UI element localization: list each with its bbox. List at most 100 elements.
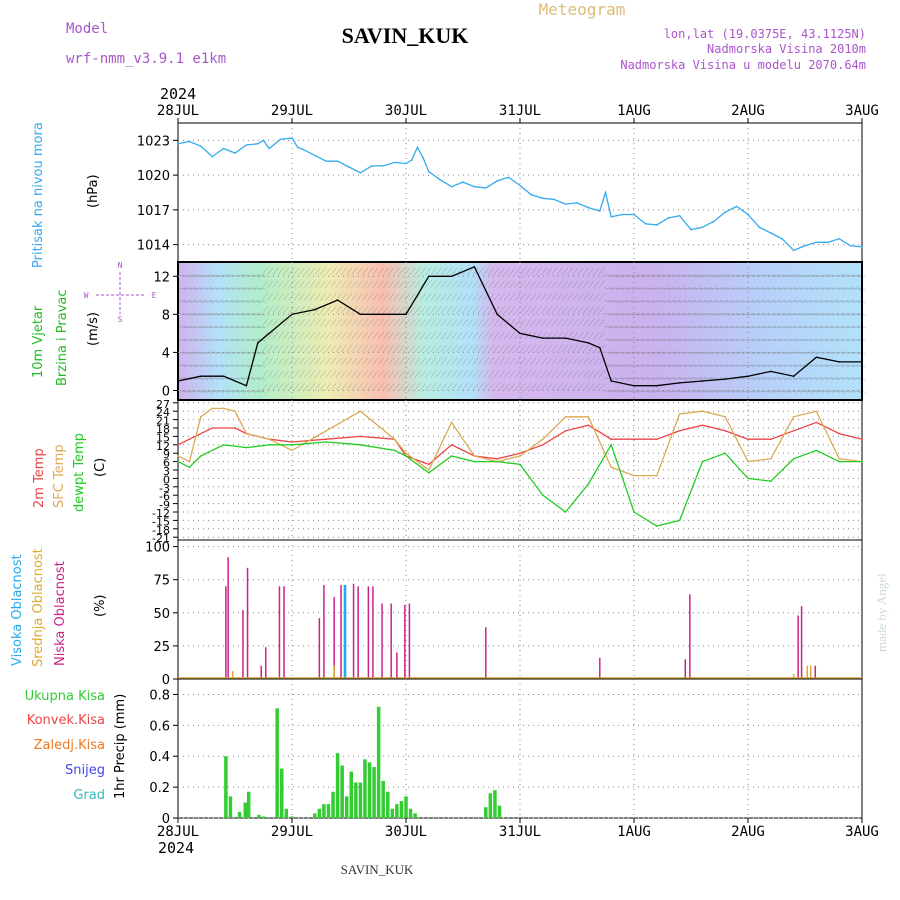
wind-barb [467,267,474,276]
wind-barb [761,325,771,329]
wind-barb [672,325,682,329]
wind-barb [640,390,650,393]
cloud-mid-title: Srednja Oblacnost [31,548,46,667]
wind-barb [630,364,640,367]
wind-barb [304,293,311,301]
wind-barb [235,325,245,329]
wind-barb [372,331,379,340]
wind-barb [393,306,400,314]
wind-barb [730,287,740,290]
wind-barb [367,319,374,327]
wind-barb [446,267,453,276]
wind-barb [840,313,850,316]
wind-barb [719,274,729,277]
data-point [724,452,726,455]
wind-barb [582,319,589,327]
data-point [770,232,772,234]
wind-barb [283,293,290,301]
data-point [610,216,612,218]
wind-barb [677,325,687,329]
station-title: SAVIN_KUK [342,23,469,48]
wind-barb [393,293,400,301]
wind-barb [293,357,300,365]
wind-barb [461,383,468,391]
data-point [804,244,806,247]
wind-barb [446,331,453,340]
wind-barb [414,331,421,340]
wind-barb [530,383,537,391]
wind-barb [398,267,405,276]
wind-barb [235,300,245,303]
data-point [245,144,248,146]
wind-barb [335,306,342,314]
wind-barb [719,351,729,354]
wind-barb [514,344,521,353]
wind-barb [251,377,261,380]
wind-barb [556,306,563,314]
wind-barb [709,364,719,367]
wind-barb [235,313,245,316]
wind-barb [546,357,553,365]
wind-barb [388,383,395,391]
wind-barb [488,383,495,391]
wind-barb [772,364,782,367]
wind-barb [825,313,835,316]
wind-barb [288,267,295,276]
wind-barb [398,370,405,378]
wind-barb [204,390,214,393]
wind-barb [204,325,214,329]
data-point [701,460,704,463]
wind-barb [388,280,395,288]
wind-barb [283,306,290,314]
wind-barb [651,377,661,380]
wind-barb [619,300,629,303]
wind-barb [488,306,495,314]
wind-barb [572,293,579,301]
wind-barb [451,280,458,288]
data-point [519,184,521,187]
wind-barb [372,370,379,378]
wind-barb [472,319,479,327]
wind-barb [446,357,453,365]
wind-barb [572,370,579,378]
wind-barb [714,364,724,367]
data-point [450,185,453,188]
wind-barb [225,325,235,329]
data-point [257,143,259,145]
wind-barb [493,370,500,378]
wind-barb [509,370,516,378]
wind-barb [214,287,224,290]
wind-barb [604,325,614,329]
wind-barb [609,300,619,303]
wind-barb [383,331,389,340]
wind-barb [183,351,193,354]
wind-barb [283,280,290,288]
data-point [815,410,818,413]
wind-barb [267,267,274,276]
data-point [792,416,795,418]
data-point [222,444,225,446]
wind-barb [535,331,542,340]
wind-barb [525,357,532,365]
data-point [473,265,476,268]
wind-barb [261,370,268,378]
wind-barb [646,338,656,342]
bar-ukupna-kisa [358,782,363,818]
wind-barb [598,319,605,327]
wind-barb [630,338,640,342]
data-point [314,154,316,157]
wind-barb [662,313,671,316]
data-point [291,137,293,139]
wind-barb [561,357,568,365]
wind-barb [493,267,500,276]
wind-barb [435,331,442,340]
data-point [564,337,567,339]
wind-barb [761,300,771,303]
wind-barb [614,351,624,354]
wind-barb [819,325,829,329]
wind-barb [456,357,463,365]
wind-barb [383,370,389,378]
wind-barb [461,331,468,340]
wind-barb [309,357,316,365]
wind-barb [414,357,421,365]
